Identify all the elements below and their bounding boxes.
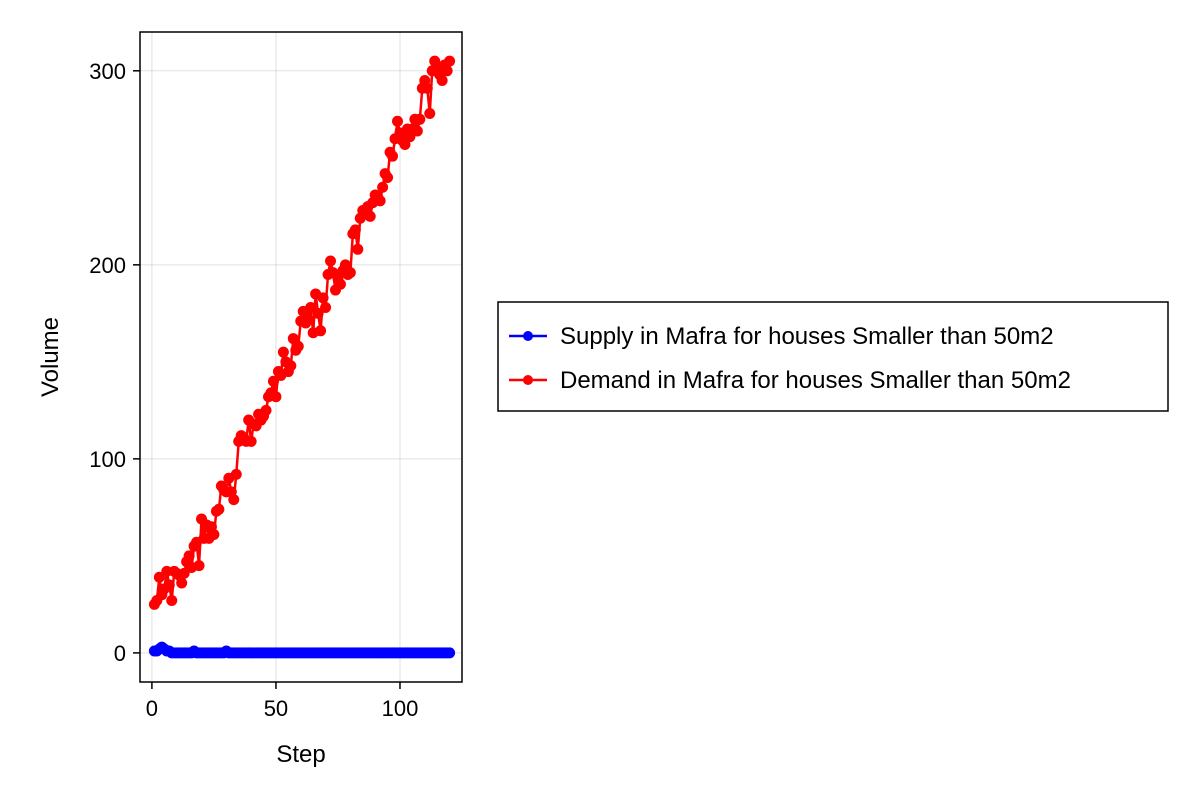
data-point — [183, 550, 195, 562]
data-point — [374, 195, 386, 207]
legend-label-supply: Supply in Mafra for houses Smaller than … — [560, 323, 1054, 350]
data-point — [166, 595, 178, 607]
x-tick-label: 50 — [264, 696, 288, 721]
data-point — [414, 113, 426, 125]
data-point — [444, 55, 456, 67]
legend-box — [497, 301, 1169, 412]
data-point — [270, 391, 282, 403]
data-point — [305, 302, 317, 314]
axis-layer: 0 50 100 0 100 200 300 — [89, 59, 418, 721]
data-point — [228, 494, 240, 506]
series-supply — [148, 641, 456, 659]
data-point — [325, 255, 337, 267]
data-point — [230, 468, 242, 480]
data-point — [364, 210, 376, 222]
data-point — [213, 503, 225, 515]
data-point — [424, 107, 436, 119]
y-tick-label: 200 — [89, 253, 126, 278]
data-point — [312, 307, 324, 319]
series-layer — [148, 55, 456, 659]
y-tick-label: 100 — [89, 447, 126, 472]
series-demand — [148, 55, 456, 610]
plot-frame — [139, 31, 463, 683]
data-point — [277, 346, 289, 358]
data-point — [245, 435, 257, 447]
data-point — [267, 375, 279, 387]
data-point — [178, 567, 190, 579]
data-point — [163, 579, 175, 591]
legend-swatch-marker-supply — [523, 331, 533, 341]
data-point — [349, 224, 361, 236]
data-point — [317, 292, 329, 304]
legend-swatch-marker-demand — [523, 375, 533, 385]
data-point — [292, 340, 304, 352]
y-tick-label: 300 — [89, 59, 126, 84]
x-axis-title: Step — [276, 741, 325, 768]
data-point — [260, 404, 272, 416]
data-point — [285, 360, 297, 372]
data-point — [382, 172, 394, 184]
legend: Supply in Mafra for houses Smaller than … — [497, 301, 1169, 412]
y-axis-title: Volume — [37, 317, 64, 397]
legend-entry-demand: Demand in Mafra for houses Smaller than … — [509, 367, 1071, 394]
data-point — [377, 181, 389, 193]
data-point — [320, 302, 332, 314]
data-point — [153, 571, 165, 583]
data-point — [444, 647, 456, 659]
data-point — [334, 278, 346, 290]
data-point — [441, 65, 453, 77]
data-point — [315, 325, 327, 337]
data-point — [387, 150, 399, 162]
data-point — [302, 313, 314, 325]
data-point — [411, 125, 423, 137]
data-point — [208, 529, 220, 541]
data-point — [436, 75, 448, 87]
x-tick-label: 0 — [146, 696, 158, 721]
data-point — [352, 243, 364, 255]
data-point — [193, 560, 205, 572]
data-point — [176, 577, 188, 589]
data-point — [392, 115, 403, 127]
y-tick-label: 0 — [114, 641, 126, 666]
data-point — [421, 82, 433, 94]
x-tick-label: 100 — [382, 696, 419, 721]
legend-label-demand: Demand in Mafra for houses Smaller than … — [560, 367, 1071, 394]
data-point — [344, 267, 356, 279]
legend-entry-supply: Supply in Mafra for houses Smaller than … — [509, 323, 1054, 350]
